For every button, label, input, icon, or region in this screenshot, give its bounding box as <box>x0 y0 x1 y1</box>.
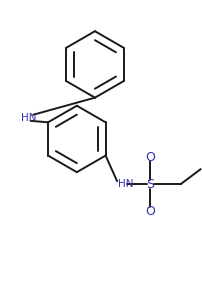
Text: O: O <box>145 151 155 164</box>
Text: HN: HN <box>118 179 134 189</box>
Text: S: S <box>146 178 154 191</box>
Text: HN: HN <box>21 113 37 123</box>
Text: O: O <box>145 205 155 218</box>
